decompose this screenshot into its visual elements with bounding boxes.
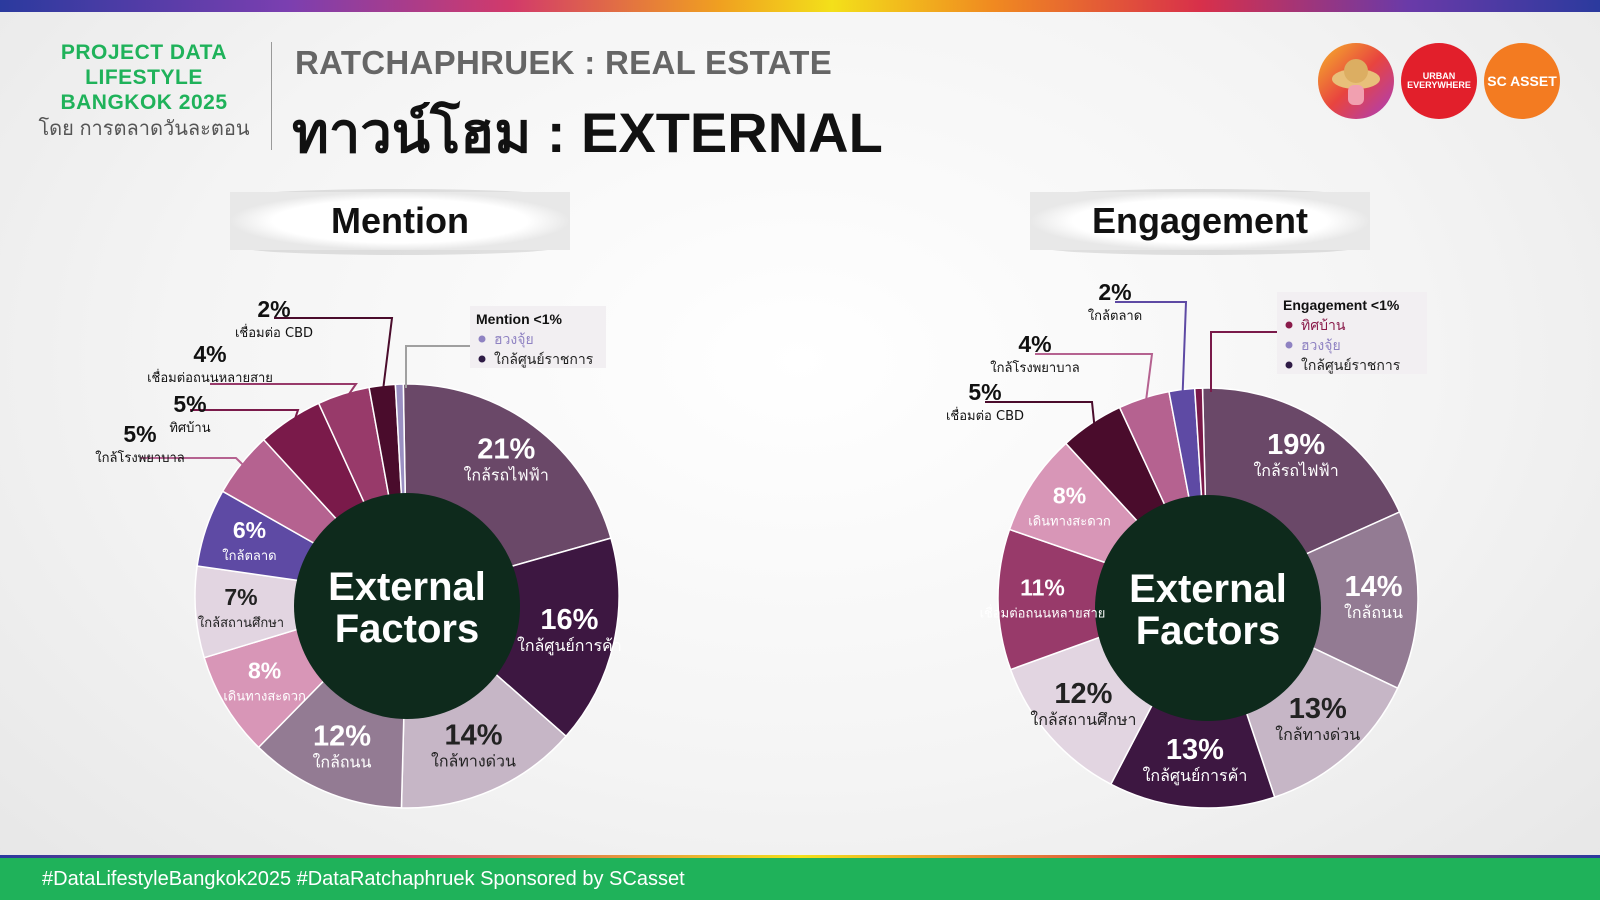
logo-scasset: SC ASSET — [1484, 43, 1560, 119]
engagement-legend-item-2-label: ใกล้ศูนย์ราชการ — [1301, 357, 1401, 374]
logo-urban-line-1: URBAN — [1422, 71, 1456, 81]
brand-line-1: PROJECT DATA — [60, 41, 228, 64]
engagement-slice-4-value: 12% — [1054, 678, 1112, 710]
mention-slice-6-value: 6% — [233, 517, 266, 543]
mention-legend-title: Mention <1% — [476, 311, 563, 327]
mention-legend-item-0-dot — [478, 335, 486, 343]
brand-block: PROJECT DATA LIFESTYLE BANGKOK 2025 โดย … — [38, 40, 250, 143]
mention-slice-5-value: 7% — [224, 584, 257, 610]
mention-slice-8-value: 5% — [173, 391, 206, 417]
mention-chart-title: Mention — [331, 200, 469, 241]
mention-chart: Mention External Factors 21%ใกล้รถไฟฟ้า 1… — [95, 189, 622, 809]
mention-center-circle — [294, 493, 520, 719]
footer-hashtags: #DataLifestyleBangkok2025 #DataRatchaphr… — [42, 868, 685, 890]
mention-slice-4-value: 8% — [248, 657, 281, 683]
engagement-slice-9-label: ใกล้ตลาด — [1088, 308, 1142, 324]
engagement-center-line-2: Factors — [1136, 609, 1281, 653]
mention-slice-8-leader — [190, 409, 300, 425]
engagement-slice-3-value: 13% — [1166, 734, 1224, 766]
page-title: ทาวน์โฮม : EXTERNAL — [292, 101, 883, 164]
bottom-gradient-line — [0, 855, 1600, 859]
engagement-legend-item-1-label: ฮวงจุ้ย — [1301, 338, 1341, 354]
brand-line-4: โดย การตลาดวันละตอน — [38, 118, 250, 140]
engagement-slice-6-value: 8% — [1053, 482, 1086, 508]
header-divider — [271, 42, 272, 150]
engagement-slice-9-value: 2% — [1098, 279, 1131, 305]
engagement-slice-7-value: 5% — [968, 379, 1001, 405]
mention-slice-0-label: ใกล้รถไฟฟ้า — [464, 465, 549, 484]
engagement-slice-1-label: ใกล้ถนน — [1344, 603, 1403, 622]
engagement-center-circle — [1095, 495, 1321, 721]
mention-center-line-1: External — [328, 565, 486, 609]
logo-urban-everywhere: URBAN EVERYWHERE — [1401, 43, 1477, 119]
mention-slice-10-label: เชื่อมต่อ CBD — [235, 324, 313, 341]
engagement-slice-3-label: ใกล้ศูนย์การค้า — [1143, 766, 1248, 786]
brand-line-3: BANGKOK 2025 — [60, 91, 228, 114]
mention-slice-9-label: เชื่อมต่อถนนหลายสาย — [147, 369, 273, 386]
engagement-legend-item-0-label: ทิศบ้าน — [1301, 318, 1346, 334]
engagement-slice-7-leader — [985, 401, 1096, 429]
engagement-slice-2-value: 13% — [1289, 693, 1347, 725]
hat-icon — [1332, 59, 1380, 105]
mention-center-line-2: Factors — [335, 607, 480, 651]
mention-legend-item-1-label: ใกล้ศูนย์ราชการ — [494, 351, 594, 368]
mention-slice-9-value: 4% — [193, 341, 226, 367]
logo-scasset-text: SC ASSET — [1487, 73, 1557, 89]
engagement-slice-4-label: ใกล้สถานศึกษา — [1030, 710, 1136, 729]
mention-slice-3-value: 12% — [313, 720, 371, 752]
mention-slice-8-label: ทิศบ้าน — [169, 421, 210, 436]
engagement-legend-item-2-dot — [1285, 361, 1293, 369]
engagement-leaders: 19%ใกล้รถไฟฟ้า14%ใกล้ถนน13%ใกล้ทางด่วน13… — [946, 279, 1403, 786]
mention-legend-connector — [405, 345, 470, 388]
mention-slice-7-leader — [140, 457, 247, 469]
engagement-slice-0-label: ใกล้รถไฟฟ้า — [1253, 461, 1338, 480]
engagement-slice-2-label: ใกล้ทางด่วน — [1275, 725, 1360, 744]
mention-slice-6-label: ใกล้ตลาด — [222, 548, 276, 564]
mention-slice-9-leader — [210, 383, 358, 401]
mention-slice-3-label: ใกล้ถนน — [313, 752, 372, 771]
mention-slice-5-label: ใกล้สถานศึกษา — [198, 615, 284, 631]
logo-hat-icon — [1318, 43, 1394, 119]
engagement-legend-title: Engagement <1% — [1283, 297, 1400, 313]
mention-slice-1-value: 16% — [540, 604, 598, 636]
mention-slice-2-value: 14% — [444, 720, 502, 752]
mention-legend-item-1-dot — [478, 355, 486, 363]
engagement-slice-8-value: 4% — [1018, 331, 1051, 357]
engagement-slice-9-leader — [1115, 301, 1188, 396]
engagement-slice-0-value: 19% — [1267, 429, 1325, 461]
logo-urban-line-2: EVERYWHERE — [1407, 80, 1471, 90]
engagement-slice-6-label: เดินทางสะดวก — [1028, 514, 1111, 529]
footer-bar — [0, 858, 1600, 900]
engagement-legend-box — [1277, 292, 1427, 374]
mention-slice-2-label: ใกล้ทางด่วน — [431, 752, 516, 771]
mention-legend-item-0-label: ฮวงจุ้ย — [494, 332, 534, 348]
engagement-slice-5-value: 11% — [1020, 574, 1065, 600]
engagement-legend: Engagement <1% ทิศบ้านฮวงจุ้ยใกล้ศูนย์ราช… — [1210, 292, 1427, 392]
engagement-slice-5-label: เชื่อมต่อถนนหลายสาย — [980, 604, 1106, 621]
engagement-slice-7-label: เชื่อมต่อ CBD — [946, 407, 1024, 424]
engagement-legend-item-1-dot — [1285, 341, 1293, 349]
mention-slice-10-leader — [274, 317, 394, 392]
engagement-legend-connector — [1210, 331, 1277, 392]
engagement-chart-title: Engagement — [1092, 200, 1308, 241]
engagement-center-line-1: External — [1129, 567, 1287, 611]
mention-slice-0-value: 21% — [477, 433, 535, 465]
engagement-slice-8-leader — [1035, 353, 1154, 404]
mention-slice-7-label: ใกล้โรงพยาบาล — [95, 450, 185, 466]
engagement-slice-8-label: ใกล้โรงพยาบาล — [990, 360, 1080, 376]
engagement-legend-item-0-dot — [1285, 321, 1293, 329]
top-gradient-bar — [0, 0, 1600, 12]
mention-slice-10-value: 2% — [257, 296, 290, 322]
engagement-slice-1-value: 14% — [1344, 571, 1402, 603]
mention-slice-7-value: 5% — [123, 421, 156, 447]
charts-canvas: Mention External Factors 21%ใกล้รถไฟฟ้า1… — [95, 189, 1427, 809]
brand-line-2: LIFESTYLE — [85, 66, 203, 89]
mention-legend-box — [470, 306, 606, 368]
mention-slice-4-label: เดินทางสะดวก — [223, 689, 306, 704]
engagement-chart: Engagement External Factors 19%ใกล้รถไฟฟ… — [946, 189, 1427, 809]
mention-leaders: 21%ใกล้รถไฟฟ้า 16%ใกล้ศูนย์การค้า 14%ใกล้ท… — [95, 296, 622, 771]
mention-slice-1-label: ใกล้ศูนย์การค้า — [517, 636, 622, 656]
page-subtitle: RATCHAPHRUEK : REAL ESTATE — [295, 44, 833, 81]
